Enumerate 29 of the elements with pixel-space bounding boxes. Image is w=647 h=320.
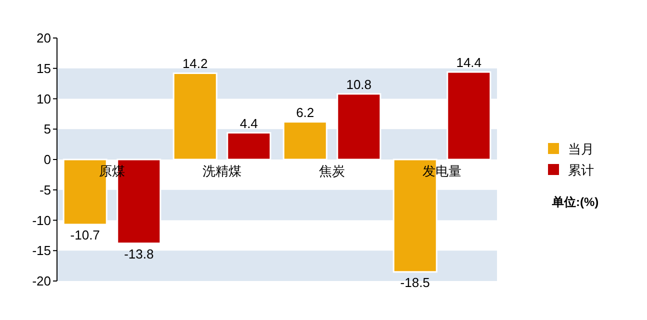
y-tick-label: -10 bbox=[32, 212, 51, 228]
bar bbox=[446, 71, 492, 160]
bar bbox=[392, 158, 438, 273]
data-label: -10.7 bbox=[70, 228, 100, 243]
y-tick-label: -15 bbox=[32, 243, 51, 258]
y-tick-label: -20 bbox=[32, 274, 51, 289]
data-label: 14.4 bbox=[456, 55, 482, 70]
bar bbox=[172, 72, 218, 160]
y-tick-label: -5 bbox=[39, 182, 51, 198]
data-label: 4.4 bbox=[240, 116, 258, 131]
data-label: 10.8 bbox=[346, 76, 372, 92]
y-tick-label: 20 bbox=[36, 30, 51, 46]
y-tick-label: 15 bbox=[36, 60, 51, 76]
data-label: -18.5 bbox=[400, 274, 430, 290]
x-tick-label: 洗精煤 bbox=[202, 164, 242, 178]
y-tick-label: 5 bbox=[44, 122, 51, 137]
legend-label: 当月 bbox=[568, 142, 594, 157]
x-tick-label: 焦炭 bbox=[319, 164, 345, 178]
text: 单位:(%) bbox=[551, 195, 599, 209]
bar bbox=[226, 132, 272, 160]
data-label: 14.2 bbox=[182, 56, 208, 72]
y-tick-label: 0 bbox=[44, 152, 51, 168]
data-label: 6.2 bbox=[296, 104, 314, 120]
y-tick-label: 10 bbox=[36, 91, 51, 106]
bar bbox=[336, 93, 382, 160]
data-label: -13.8 bbox=[124, 246, 154, 262]
bar bbox=[282, 121, 328, 160]
x-tick-label: 发电量 bbox=[422, 164, 462, 178]
legend-label: 累计 bbox=[568, 162, 594, 178]
